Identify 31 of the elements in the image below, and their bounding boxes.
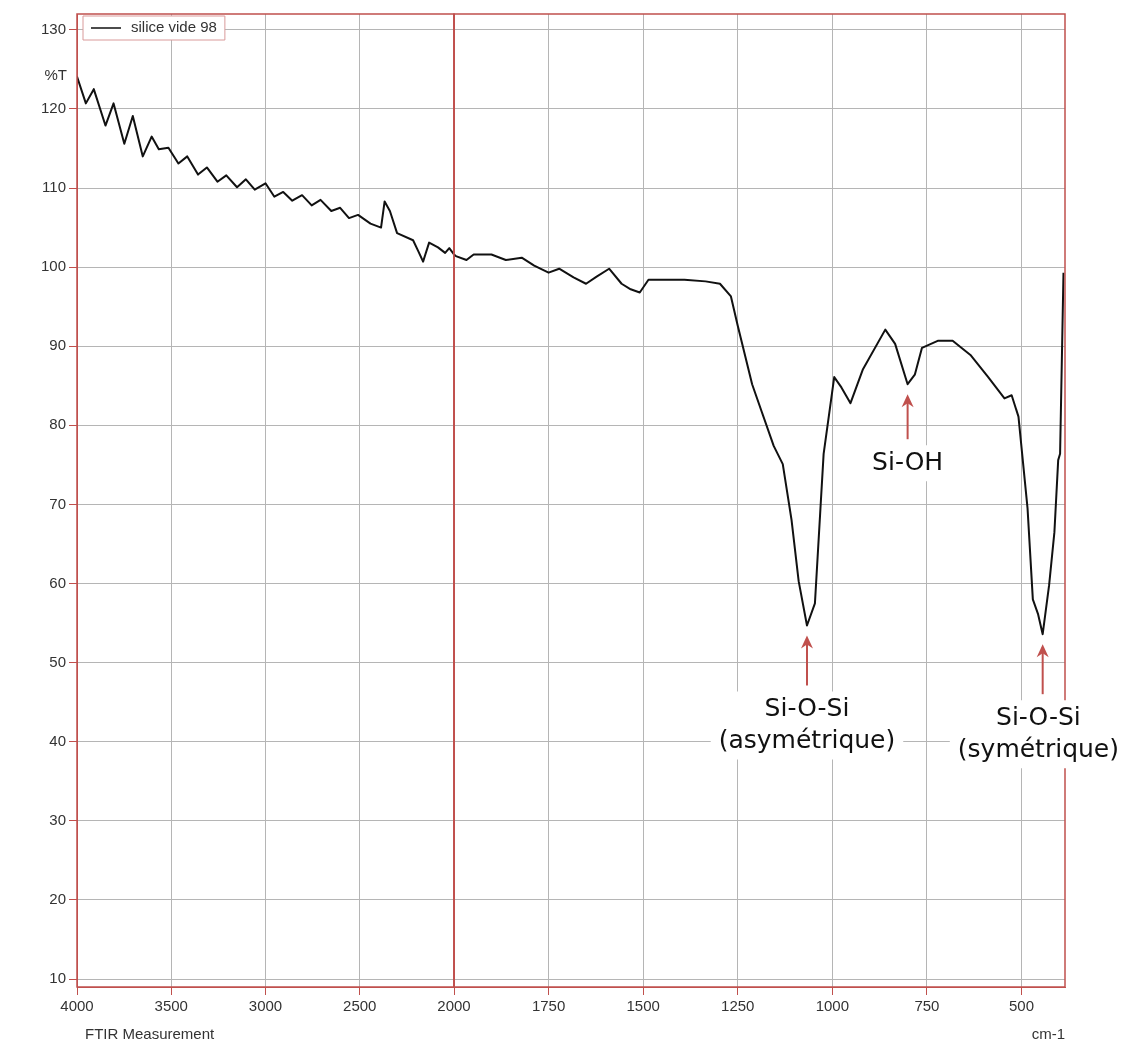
x-tick-label: 1250 — [721, 997, 755, 1015]
x-tick-label: 3500 — [154, 997, 188, 1015]
y-tick-label: 100 — [40, 257, 66, 275]
x-tick-label: 500 — [1008, 997, 1035, 1015]
y-tick-label: 10 — [49, 969, 66, 987]
y-tick-label: 80 — [49, 415, 66, 433]
y-tick-label: 70 — [49, 494, 66, 512]
x-tick-label: 1000 — [815, 997, 850, 1015]
y-tick-label: 120 — [40, 99, 66, 117]
y-tick-label: 50 — [49, 652, 66, 670]
y-tick-label: 40 — [49, 731, 66, 749]
y-tick-label: 30 — [49, 811, 66, 829]
legend-label: silice vide 98 — [131, 18, 217, 36]
y-tick-label: 130 — [40, 19, 66, 37]
x-tick-label: 1500 — [626, 997, 660, 1015]
annotation: Si-OH — [872, 446, 944, 476]
x-tick-label: 1750 — [531, 997, 566, 1015]
y-tick-label: 60 — [49, 573, 66, 591]
y-tick-label: 90 — [49, 336, 66, 354]
annotation: Si-O-Si (asymétrique) — [718, 692, 896, 754]
x-tick-label: 2000 — [437, 997, 471, 1015]
annotation: Si-O-Si (symétrique) — [957, 701, 1119, 763]
x-axis-title: cm-1 — [1031, 1024, 1065, 1042]
x-tick-label: 4000 — [60, 997, 94, 1015]
text: FTIR Measurement — [85, 1024, 216, 1042]
y-tick-label: 110 — [42, 178, 66, 196]
y-axis-title: %T — [44, 65, 67, 83]
x-tick-label: 2500 — [343, 997, 377, 1015]
y-tick-label: 20 — [49, 890, 66, 908]
x-tick-label: 3000 — [248, 997, 283, 1015]
x-tick-label: 750 — [914, 997, 940, 1015]
